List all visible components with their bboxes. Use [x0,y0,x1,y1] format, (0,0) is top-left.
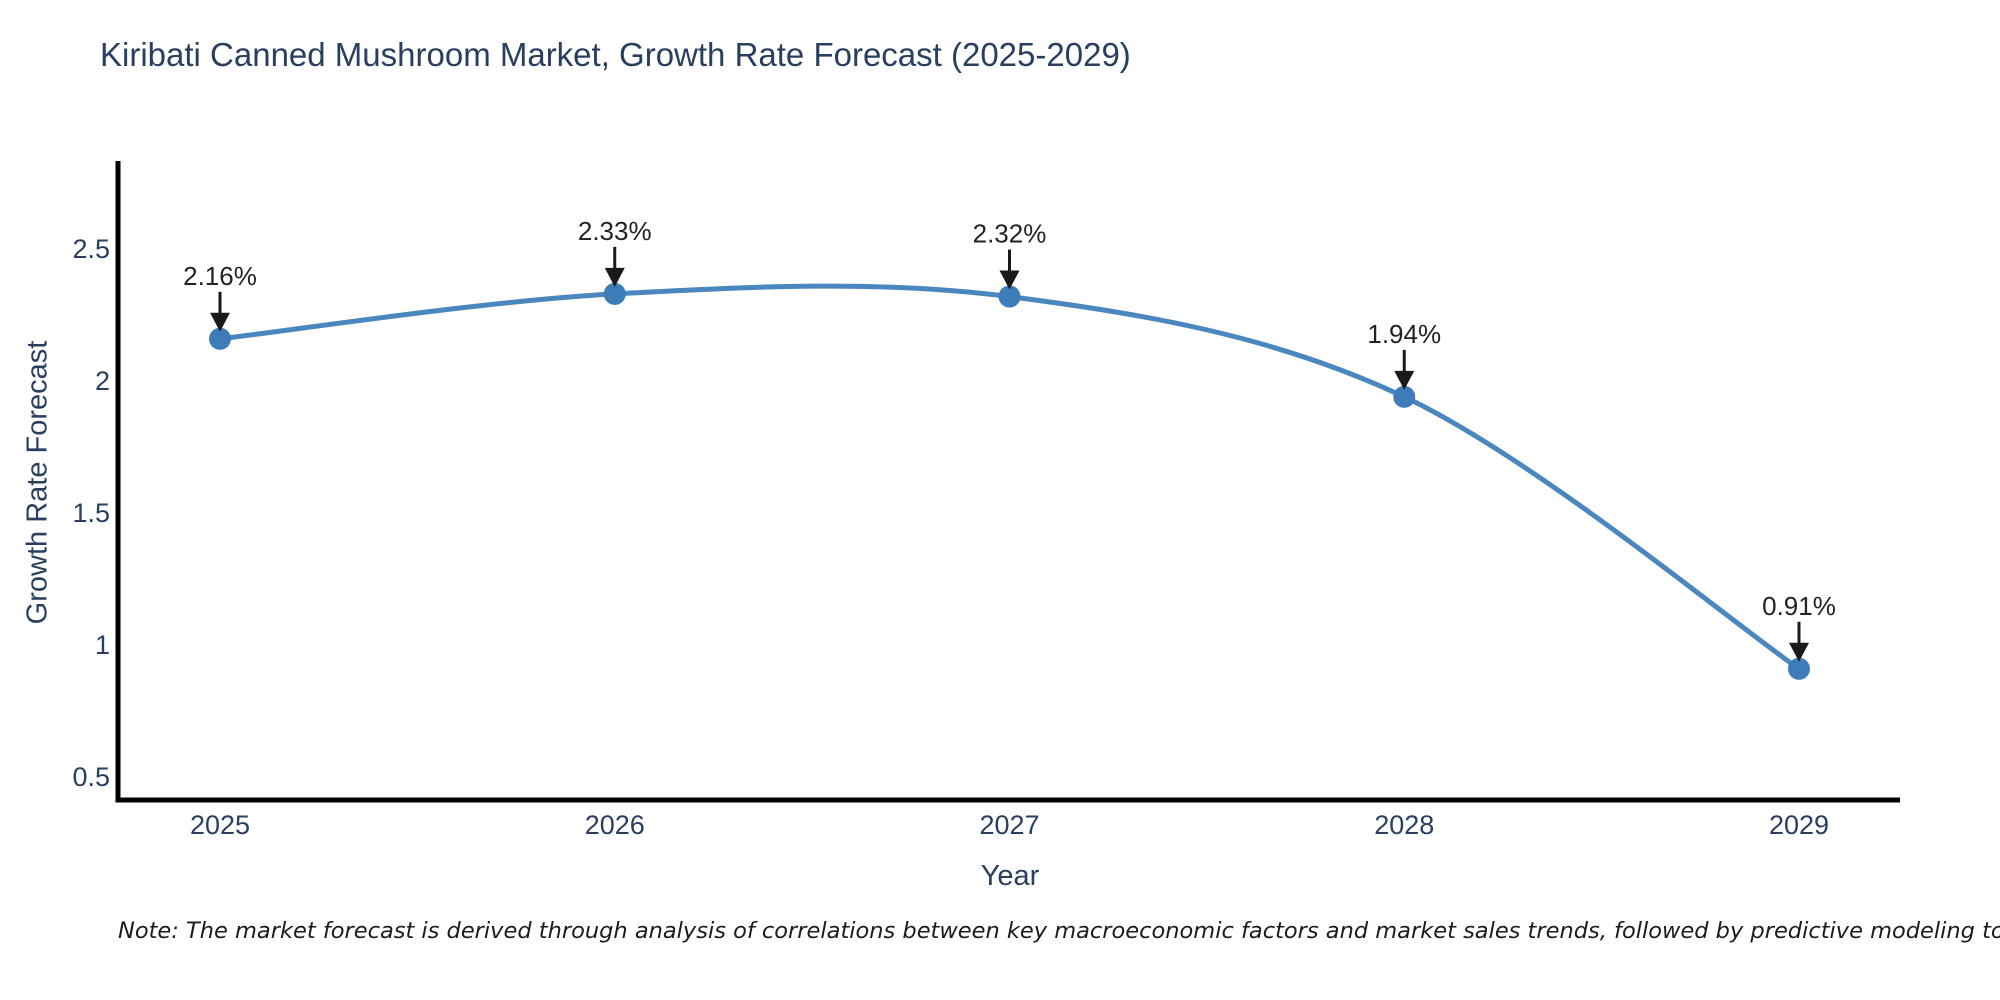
y-tick-label: 1.5 [72,498,110,528]
data-point-marker [1393,385,1416,408]
annotation-label: 0.91% [1762,591,1836,621]
x-tick-label: 2025 [190,810,250,840]
x-axis-title: Year [980,860,1040,892]
y-tick-label: 1 [95,630,110,660]
y-tick-label: 2 [95,366,110,396]
data-point-marker [603,282,626,305]
x-tick-label: 2029 [1769,810,1829,840]
annotation-arrow-head [604,267,625,287]
y-tick-label: 0.5 [72,762,110,792]
data-point-marker [209,327,231,350]
chart-title: Kiribati Canned Mushroom Market, Growth … [100,36,1131,73]
annotation-arrow-head [999,270,1020,290]
annotation-arrow-head [1789,642,1809,662]
annotation-label: 2.32% [973,219,1047,249]
y-tick-label: 2.5 [72,234,110,264]
data-point-marker [998,285,1021,308]
data-point-marker [1788,657,1810,680]
x-tick-label: 2028 [1374,810,1434,840]
annotation-label: 2.16% [183,261,257,291]
annotation-arrow-head [1394,370,1415,390]
x-tick-label: 2026 [585,810,645,840]
y-axis-title: Growth Rate Forecast [21,340,54,625]
annotation-label: 2.33% [578,216,652,246]
annotation-label: 1.94% [1367,319,1441,349]
forecast-line [219,283,1801,671]
annotation-arrow-head [210,312,230,332]
footnote: Note: The market forecast is derived thr… [118,918,2000,944]
x-tick-label: 2027 [979,810,1039,840]
